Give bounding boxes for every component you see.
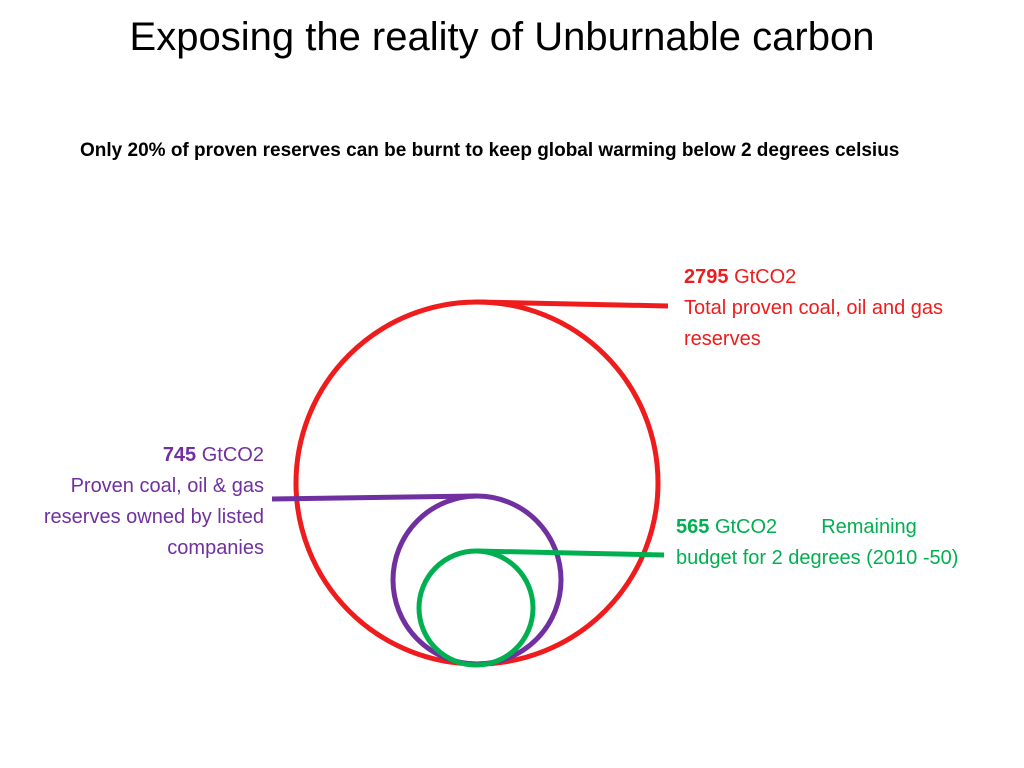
listed-companies-unit: GtCO2 <box>201 444 264 466</box>
remaining-budget-unit: GtCO2 <box>714 516 778 538</box>
total-reserves-label: 2795 GtCO2 Total proven coal, oil and ga… <box>684 262 944 355</box>
remaining-budget-description: Remaining budget for 2 degrees (2010 -50… <box>676 516 959 569</box>
listed-companies-value: 745 <box>162 444 197 466</box>
total-reserves-leader-line <box>476 299 669 309</box>
remaining-budget-circle <box>416 548 536 668</box>
listed-companies-description: Proven coal, oil & gas reserves owned by… <box>43 475 264 559</box>
slide-title: Exposing the reality of Unburnable carbo… <box>129 15 875 59</box>
remaining-budget-label: 565 GtCO2 Remaining budget for 2 degrees … <box>676 512 976 574</box>
listed-companies-circle <box>390 493 564 667</box>
slide-subtitle: Only 20% of proven reserves can be burnt… <box>80 140 900 161</box>
total-reserves-description: Total proven coal, oil and gas reserves <box>684 297 944 350</box>
remaining-budget-value: 565 <box>676 516 710 538</box>
total-reserves-value: 2795 <box>684 266 729 288</box>
total-reserves-circle <box>293 299 661 667</box>
listed-companies-label: 745 GtCO2 Proven coal, oil & gas reserve… <box>20 440 264 564</box>
remaining-budget-leader-line <box>475 548 665 558</box>
total-reserves-unit: GtCO2 <box>734 266 797 288</box>
listed-companies-leader-line <box>271 493 478 502</box>
